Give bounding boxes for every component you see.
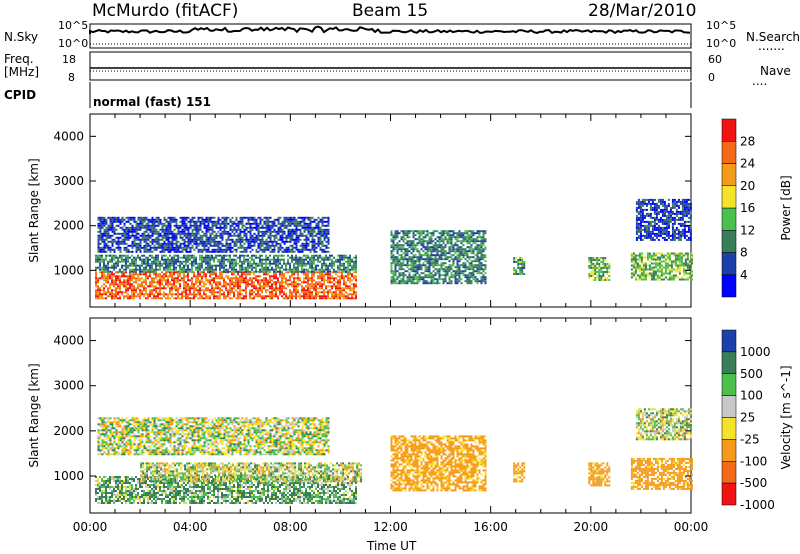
velocity-colorbar-label: Velocity [m s^-1] <box>779 365 793 469</box>
velocity-colorbar-cell <box>721 482 737 506</box>
nsearch-bottom-tick: 10^0 <box>706 37 737 50</box>
velocity-region <box>635 408 692 441</box>
x-tick-label: 00:00 <box>73 520 108 534</box>
station-title: McMurdo (fitACF) <box>92 1 239 21</box>
date-title: 28/Mar/2010 <box>588 1 697 21</box>
freq-top-tick: 18 <box>62 53 76 66</box>
velocity-region <box>588 462 611 487</box>
velocity-y-tick-label: 4000 <box>53 334 84 348</box>
velocity-y-tick-label: 2000 <box>53 424 84 438</box>
power-region <box>588 257 611 281</box>
velocity-colorbar-cell <box>721 417 737 440</box>
power-region <box>95 271 357 300</box>
power-colorbar-label: Power [dB] <box>779 175 793 240</box>
freq-label: Freq. <box>4 52 34 66</box>
beam-title: Beam 15 <box>352 1 429 21</box>
power-colorbar-cell <box>721 252 737 275</box>
power-colorbar-cell <box>721 274 737 298</box>
nsky-label: N.Sky <box>4 30 39 44</box>
cpid-value: normal (fast) 151 <box>93 95 211 109</box>
power-y-tick-label: 2000 <box>53 219 84 233</box>
power-y-axis-label: Slant Range [km] <box>27 158 41 262</box>
power-colorbar-cell <box>721 141 737 164</box>
power-colorbar-tick: 4 <box>740 268 748 282</box>
x-axis-label: Time UT <box>367 539 417 553</box>
x-tick-label: 12:00 <box>373 520 408 534</box>
nsky-top-tick: 10^5 <box>58 19 89 32</box>
velocity-colorbar-tick: 100 <box>740 389 763 403</box>
nsearch-dots: ....... <box>758 39 785 53</box>
power-colorbar-cell <box>721 230 737 253</box>
x-tick-label: 20:00 <box>574 520 609 534</box>
cpid-label: CPID <box>4 88 37 102</box>
velocity-region <box>97 417 330 456</box>
velocity-region <box>390 435 487 492</box>
power-colorbar-tick: 16 <box>740 201 755 215</box>
x-tick-label: 00:00 <box>674 520 709 534</box>
nave-top-tick: 60 <box>708 53 722 66</box>
x-tick-label: 08:00 <box>273 520 308 534</box>
velocity-colorbar-cell <box>721 373 737 396</box>
velocity-colorbar-cell <box>721 351 737 374</box>
power-y-tick-label: 3000 <box>53 174 84 188</box>
velocity-colorbar-cell <box>721 329 737 353</box>
power-region <box>630 252 693 281</box>
nave-dots: .... <box>752 74 768 88</box>
nsearch-top-tick: 10^5 <box>706 19 737 32</box>
nsky-bottom-tick: 10^0 <box>58 37 89 50</box>
velocity-y-axis-label: Slant Range [km] <box>27 363 41 467</box>
power-echo-regions <box>95 198 693 300</box>
nsky-strip <box>89 23 692 49</box>
nsearch-label: N.Search <box>746 30 800 44</box>
power-region <box>635 198 692 241</box>
velocity-colorbar-tick: 500 <box>740 367 763 381</box>
velocity-echo-regions <box>95 408 693 504</box>
velocity-region <box>630 457 693 490</box>
power-colorbar-tick: 28 <box>740 134 755 148</box>
x-tick-label: 16:00 <box>473 520 508 534</box>
velocity-y-tick-label: 1000 <box>53 469 84 483</box>
power-region <box>97 216 330 253</box>
power-colorbar-tick: 24 <box>740 157 755 171</box>
power-region <box>390 230 487 285</box>
nave-label: Nave <box>760 64 791 78</box>
freq-strip <box>89 51 692 81</box>
power-colorbar-cell <box>721 163 737 186</box>
x-tick-label: 04:00 <box>173 520 208 534</box>
power-y-tick-label: 4000 <box>53 129 84 143</box>
power-colorbar-cell <box>721 185 737 209</box>
velocity-colorbar-tick: -500 <box>740 476 767 490</box>
power-colorbar-tick: 8 <box>740 246 748 260</box>
velocity-colorbar-tick: 1000 <box>740 345 771 359</box>
nsky-line <box>89 25 691 35</box>
power-colorbar-tick: 20 <box>740 179 755 193</box>
power-colorbar-tick: 12 <box>740 223 755 237</box>
power-region <box>95 254 357 273</box>
velocity-region <box>513 462 526 483</box>
power-colorbar-cell <box>721 207 737 231</box>
power-region <box>513 257 526 275</box>
velocity-colorbar-tick: 25 <box>740 411 755 425</box>
power-y-tick-label: 1000 <box>53 263 84 277</box>
velocity-colorbar-tick: -25 <box>740 432 760 446</box>
velocity-y-tick-label: 3000 <box>53 379 84 393</box>
velocity-colorbar-cell <box>721 461 737 484</box>
velocity-region <box>140 462 363 483</box>
velocity-colorbar-tick: -100 <box>740 454 767 468</box>
freq-unit-label: [MHz] <box>4 65 40 79</box>
nave-bottom-tick: 0 <box>708 71 715 84</box>
velocity-colorbar-cell <box>721 439 737 462</box>
velocity-colorbar-cell <box>721 395 737 418</box>
power-colorbar-cell <box>721 118 737 142</box>
velocity-colorbar-tick: -1000 <box>740 498 775 512</box>
freq-bottom-tick: 8 <box>68 71 75 84</box>
